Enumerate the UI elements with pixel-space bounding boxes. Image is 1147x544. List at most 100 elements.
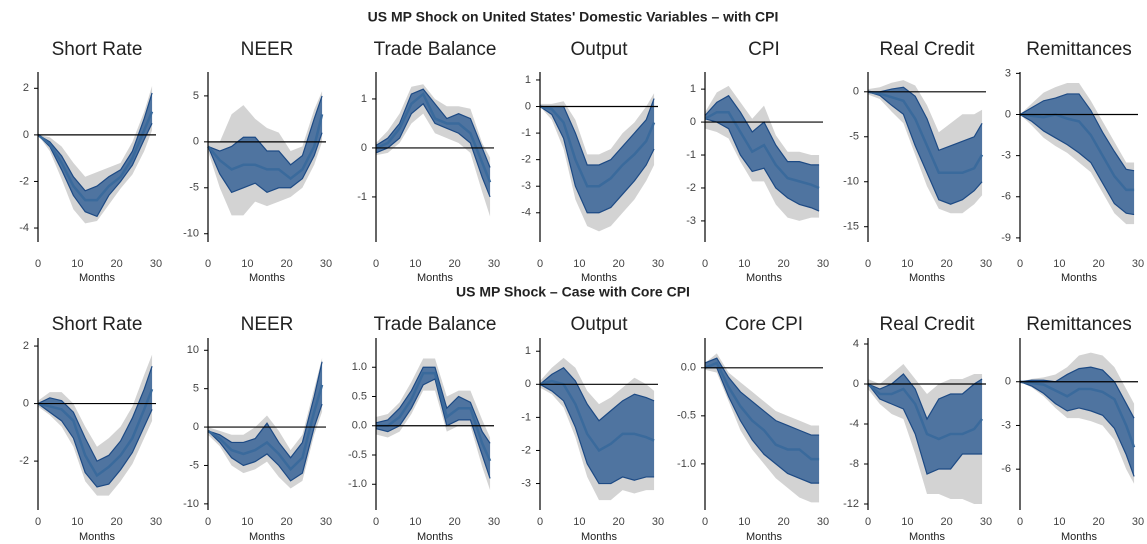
x-axis-label: Months [417,272,454,284]
x-tick-label: 10 [241,258,253,270]
y-tick-label: -0.5 [677,410,696,422]
x-tick-label: 20 [111,258,123,270]
x-tick-label: 20 [613,258,625,270]
x-tick-label: 10 [901,258,913,270]
y-tick-label: 1 [525,345,531,357]
y-tick-label: 0 [1005,108,1011,120]
y-tick-label: 0 [193,136,199,148]
band-edge [539,106,655,214]
y-tick-label: -3 [521,180,531,192]
x-tick-label: 20 [281,516,293,528]
panel-title: Trade Balance [374,39,497,60]
median-line [704,361,820,461]
x-tick-label: 30 [980,516,992,528]
panel-title: Real Credit [879,314,975,335]
confidence-band [208,357,323,489]
x-tick-label: 10 [573,258,585,270]
panel-title: Core CPI [725,314,803,335]
y-tick-label: -1 [686,149,696,161]
x-tick-label: 0 [205,258,211,270]
section-title: US MP Shock on United States' Domestic V… [368,9,779,25]
y-tick-label: -15 [843,221,859,233]
x-tick-label: 10 [71,516,83,528]
y-tick-label: 0.5 [352,390,367,402]
band-edge [705,367,820,484]
x-tick-label: 30 [320,516,332,528]
x-tick-label: 20 [449,258,461,270]
y-tick-label: 0.0 [681,362,696,374]
y-tick-label: 3 [1005,67,1011,79]
x-tick-label: 20 [778,516,790,528]
confidence-band [540,367,655,484]
x-tick-label: 0 [205,516,211,528]
band-edge [207,132,323,194]
x-axis-label: Months [581,531,618,543]
y-tick-label: -4 [849,418,859,430]
x-axis-label: Months [79,272,116,284]
band-edge [539,367,655,422]
x-axis-label: Months [249,272,286,284]
y-tick-label: -4 [19,222,29,234]
median-line [1019,113,1135,192]
x-axis-label: Months [581,272,618,284]
x-tick-label: 10 [409,258,421,270]
x-tick-label: 20 [1093,516,1105,528]
x-tick-label: 0 [537,516,543,528]
median-line [207,113,324,181]
panel-title: Remittances [1026,314,1132,335]
y-tick-label: -8 [849,458,859,470]
panel-title: Output [570,314,628,335]
x-tick-label: 0 [865,516,871,528]
x-tick-label: 20 [941,516,953,528]
band-edge [704,118,820,212]
x-tick-label: 10 [901,516,913,528]
x-tick-label: 30 [817,258,829,270]
x-tick-label: 0 [1017,516,1023,528]
confidence-band [38,92,153,217]
median-line [375,92,492,183]
x-axis-label: Months [746,531,783,543]
x-tick-label: 10 [573,516,585,528]
panel-title: NEER [241,39,294,60]
band-edge [867,91,983,205]
median-line [207,384,324,472]
panel-title: Output [570,39,628,60]
y-tick-label: 10 [187,344,199,356]
x-tick-label: 20 [1093,258,1105,270]
y-tick-label: -3 [1001,150,1011,162]
y-tick-label: 1 [525,74,531,86]
y-tick-label: -10 [183,228,199,240]
x-tick-label: 20 [941,258,953,270]
y-tick-label: 2 [23,340,29,352]
y-tick-label: 0 [690,116,696,128]
band-edge [37,365,153,462]
confidence-band [540,98,655,213]
x-tick-label: 0 [1017,258,1023,270]
y-tick-label: 0 [853,378,859,390]
y-tick-label: -3 [1001,419,1011,431]
confidence-band [376,367,491,479]
panel-title: Trade Balance [374,314,497,335]
band-edge [1019,113,1135,216]
band-edge [1019,381,1135,477]
y-tick-label: -10 [843,176,859,188]
x-tick-label: 30 [652,258,664,270]
confidence-band [1020,93,1135,215]
y-tick-label: -2 [686,182,696,194]
x-tick-label: 30 [817,516,829,528]
x-axis-label: Months [417,531,454,543]
band-edge [375,378,491,479]
x-tick-label: 10 [1053,516,1065,528]
y-tick-label: -1 [521,411,531,423]
x-tick-label: 10 [71,258,83,270]
x-tick-label: 30 [488,516,500,528]
panel-title: Remittances [1026,39,1132,60]
y-tick-label: 4 [853,338,859,350]
y-tick-label: 0 [1005,376,1011,388]
y-tick-label: -5 [849,131,859,143]
x-tick-label: 20 [449,516,461,528]
confidence-band [705,358,820,484]
x-axis-label: Months [249,531,286,543]
x-tick-label: 0 [865,258,871,270]
y-tick-label: 1 [361,93,367,105]
